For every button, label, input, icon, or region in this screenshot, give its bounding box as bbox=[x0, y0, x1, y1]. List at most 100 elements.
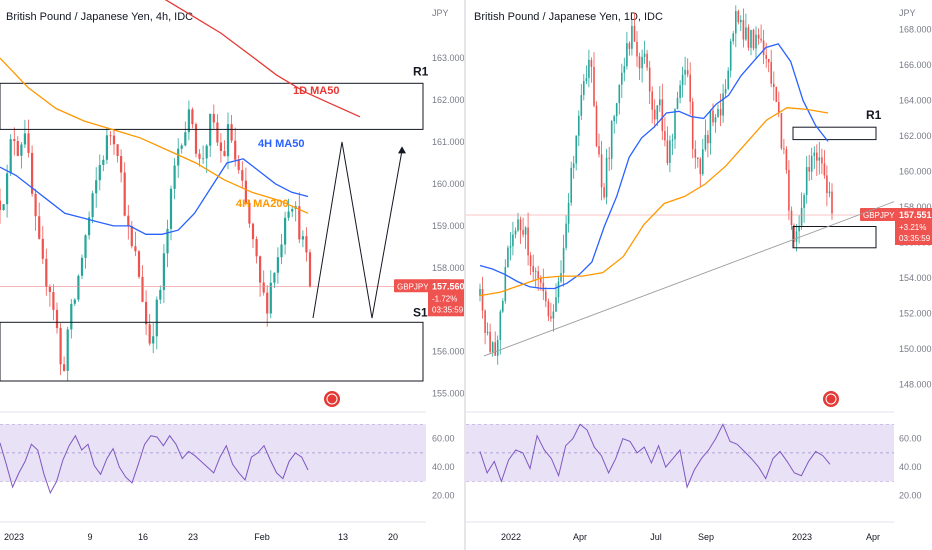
candle-body bbox=[137, 251, 141, 277]
candle-body bbox=[20, 144, 23, 156]
candle-body bbox=[491, 342, 494, 352]
candle-body bbox=[255, 239, 258, 257]
logo-icon bbox=[324, 391, 340, 407]
candle-body bbox=[489, 331, 491, 352]
candle-body bbox=[308, 252, 312, 287]
candle-body bbox=[517, 219, 519, 231]
candle-body bbox=[621, 72, 623, 85]
candle-body bbox=[55, 309, 59, 329]
ma-blue-line bbox=[479, 43, 829, 290]
candle-body bbox=[570, 167, 572, 203]
candle-body bbox=[479, 288, 481, 296]
candle-body bbox=[291, 209, 294, 212]
candle-body bbox=[481, 288, 484, 311]
candle-body bbox=[722, 93, 724, 116]
projection-arrow bbox=[398, 146, 406, 154]
candle-body bbox=[237, 159, 240, 171]
candle-body bbox=[152, 336, 155, 344]
candle-body bbox=[159, 289, 162, 300]
candle-body bbox=[552, 311, 555, 319]
candle-body bbox=[98, 165, 101, 181]
candle-body bbox=[202, 158, 205, 160]
candle-body bbox=[590, 59, 593, 67]
candle-body bbox=[173, 165, 176, 189]
candle-body bbox=[198, 153, 201, 159]
candle-body bbox=[241, 170, 244, 181]
logo-icon bbox=[823, 391, 839, 407]
candle-body bbox=[760, 38, 762, 41]
candle-body bbox=[679, 85, 681, 98]
candle-body bbox=[659, 99, 661, 106]
candle-body bbox=[148, 324, 151, 344]
label-1d-ma50: 1D MA50 bbox=[293, 85, 339, 97]
candle-body bbox=[59, 328, 62, 365]
candle-body bbox=[747, 27, 750, 48]
candle-body bbox=[0, 200, 2, 210]
candle-body bbox=[532, 265, 534, 272]
candle-body bbox=[66, 329, 69, 371]
candle-body bbox=[697, 157, 699, 159]
y-tick-label: 159.000 bbox=[432, 221, 464, 231]
candle-body bbox=[184, 132, 187, 146]
candle-body bbox=[562, 247, 565, 273]
candle-body bbox=[63, 364, 66, 371]
candle-body bbox=[23, 133, 26, 145]
level-box bbox=[792, 126, 877, 141]
candle-body bbox=[212, 113, 215, 123]
candle-body bbox=[813, 152, 816, 156]
candle-body bbox=[141, 276, 144, 302]
candle-body bbox=[305, 236, 308, 253]
candle-body bbox=[273, 272, 276, 283]
right-chart-1d: British Pound / Japanese Yen, 1D, IDC JPY… bbox=[466, 5, 932, 542]
last-price-box bbox=[895, 208, 932, 245]
candle-body bbox=[643, 53, 646, 57]
candle-body bbox=[595, 105, 598, 146]
candle-body bbox=[669, 140, 671, 163]
candle-body bbox=[737, 11, 740, 23]
candle-body bbox=[550, 316, 552, 319]
candle-body bbox=[798, 225, 800, 232]
candle-body bbox=[588, 59, 590, 79]
candle-body bbox=[816, 152, 818, 161]
candle-body bbox=[803, 195, 805, 208]
logo-icon-ring bbox=[326, 393, 338, 405]
candle-body bbox=[41, 238, 44, 259]
candle-body bbox=[572, 163, 575, 168]
candle-body bbox=[102, 159, 105, 165]
x-tick-label: Sep bbox=[698, 532, 714, 542]
projection-path bbox=[312, 141, 403, 319]
candle-body bbox=[641, 56, 643, 69]
level-label: R1 bbox=[866, 108, 882, 122]
candle-body bbox=[578, 115, 580, 136]
candle-body bbox=[729, 41, 732, 71]
x-tick-label: 20 bbox=[388, 532, 398, 542]
candle-body bbox=[712, 110, 714, 123]
candle-body bbox=[778, 102, 780, 113]
y-tick-label: 154.000 bbox=[899, 273, 932, 283]
candle-body bbox=[219, 142, 222, 151]
candle-body bbox=[9, 139, 12, 174]
logo-icon-ring bbox=[825, 393, 837, 405]
candle-body bbox=[709, 110, 712, 144]
candle-body bbox=[540, 278, 542, 283]
left-chart-4h: British Pound / Japanese Yen, 4h, IDC JPY… bbox=[0, 0, 464, 542]
candle-body bbox=[676, 98, 679, 110]
candle-body bbox=[287, 211, 290, 218]
candle-body bbox=[610, 121, 613, 159]
candle-body bbox=[509, 246, 512, 248]
candle-body bbox=[765, 54, 767, 59]
candle-body bbox=[230, 124, 233, 141]
candle-body bbox=[618, 84, 621, 104]
candle-body bbox=[301, 236, 304, 240]
candle-body bbox=[166, 228, 169, 254]
candle-body bbox=[499, 311, 502, 340]
candle-body bbox=[205, 145, 208, 159]
candle-body bbox=[613, 116, 615, 122]
candle-body bbox=[671, 139, 674, 141]
candle-body bbox=[767, 59, 770, 63]
candle-body bbox=[248, 202, 251, 224]
ma-4h200-line bbox=[0, 57, 309, 214]
last-price-value: 157.551 bbox=[899, 210, 932, 220]
candle-body bbox=[560, 273, 562, 282]
candle-body bbox=[800, 208, 803, 226]
